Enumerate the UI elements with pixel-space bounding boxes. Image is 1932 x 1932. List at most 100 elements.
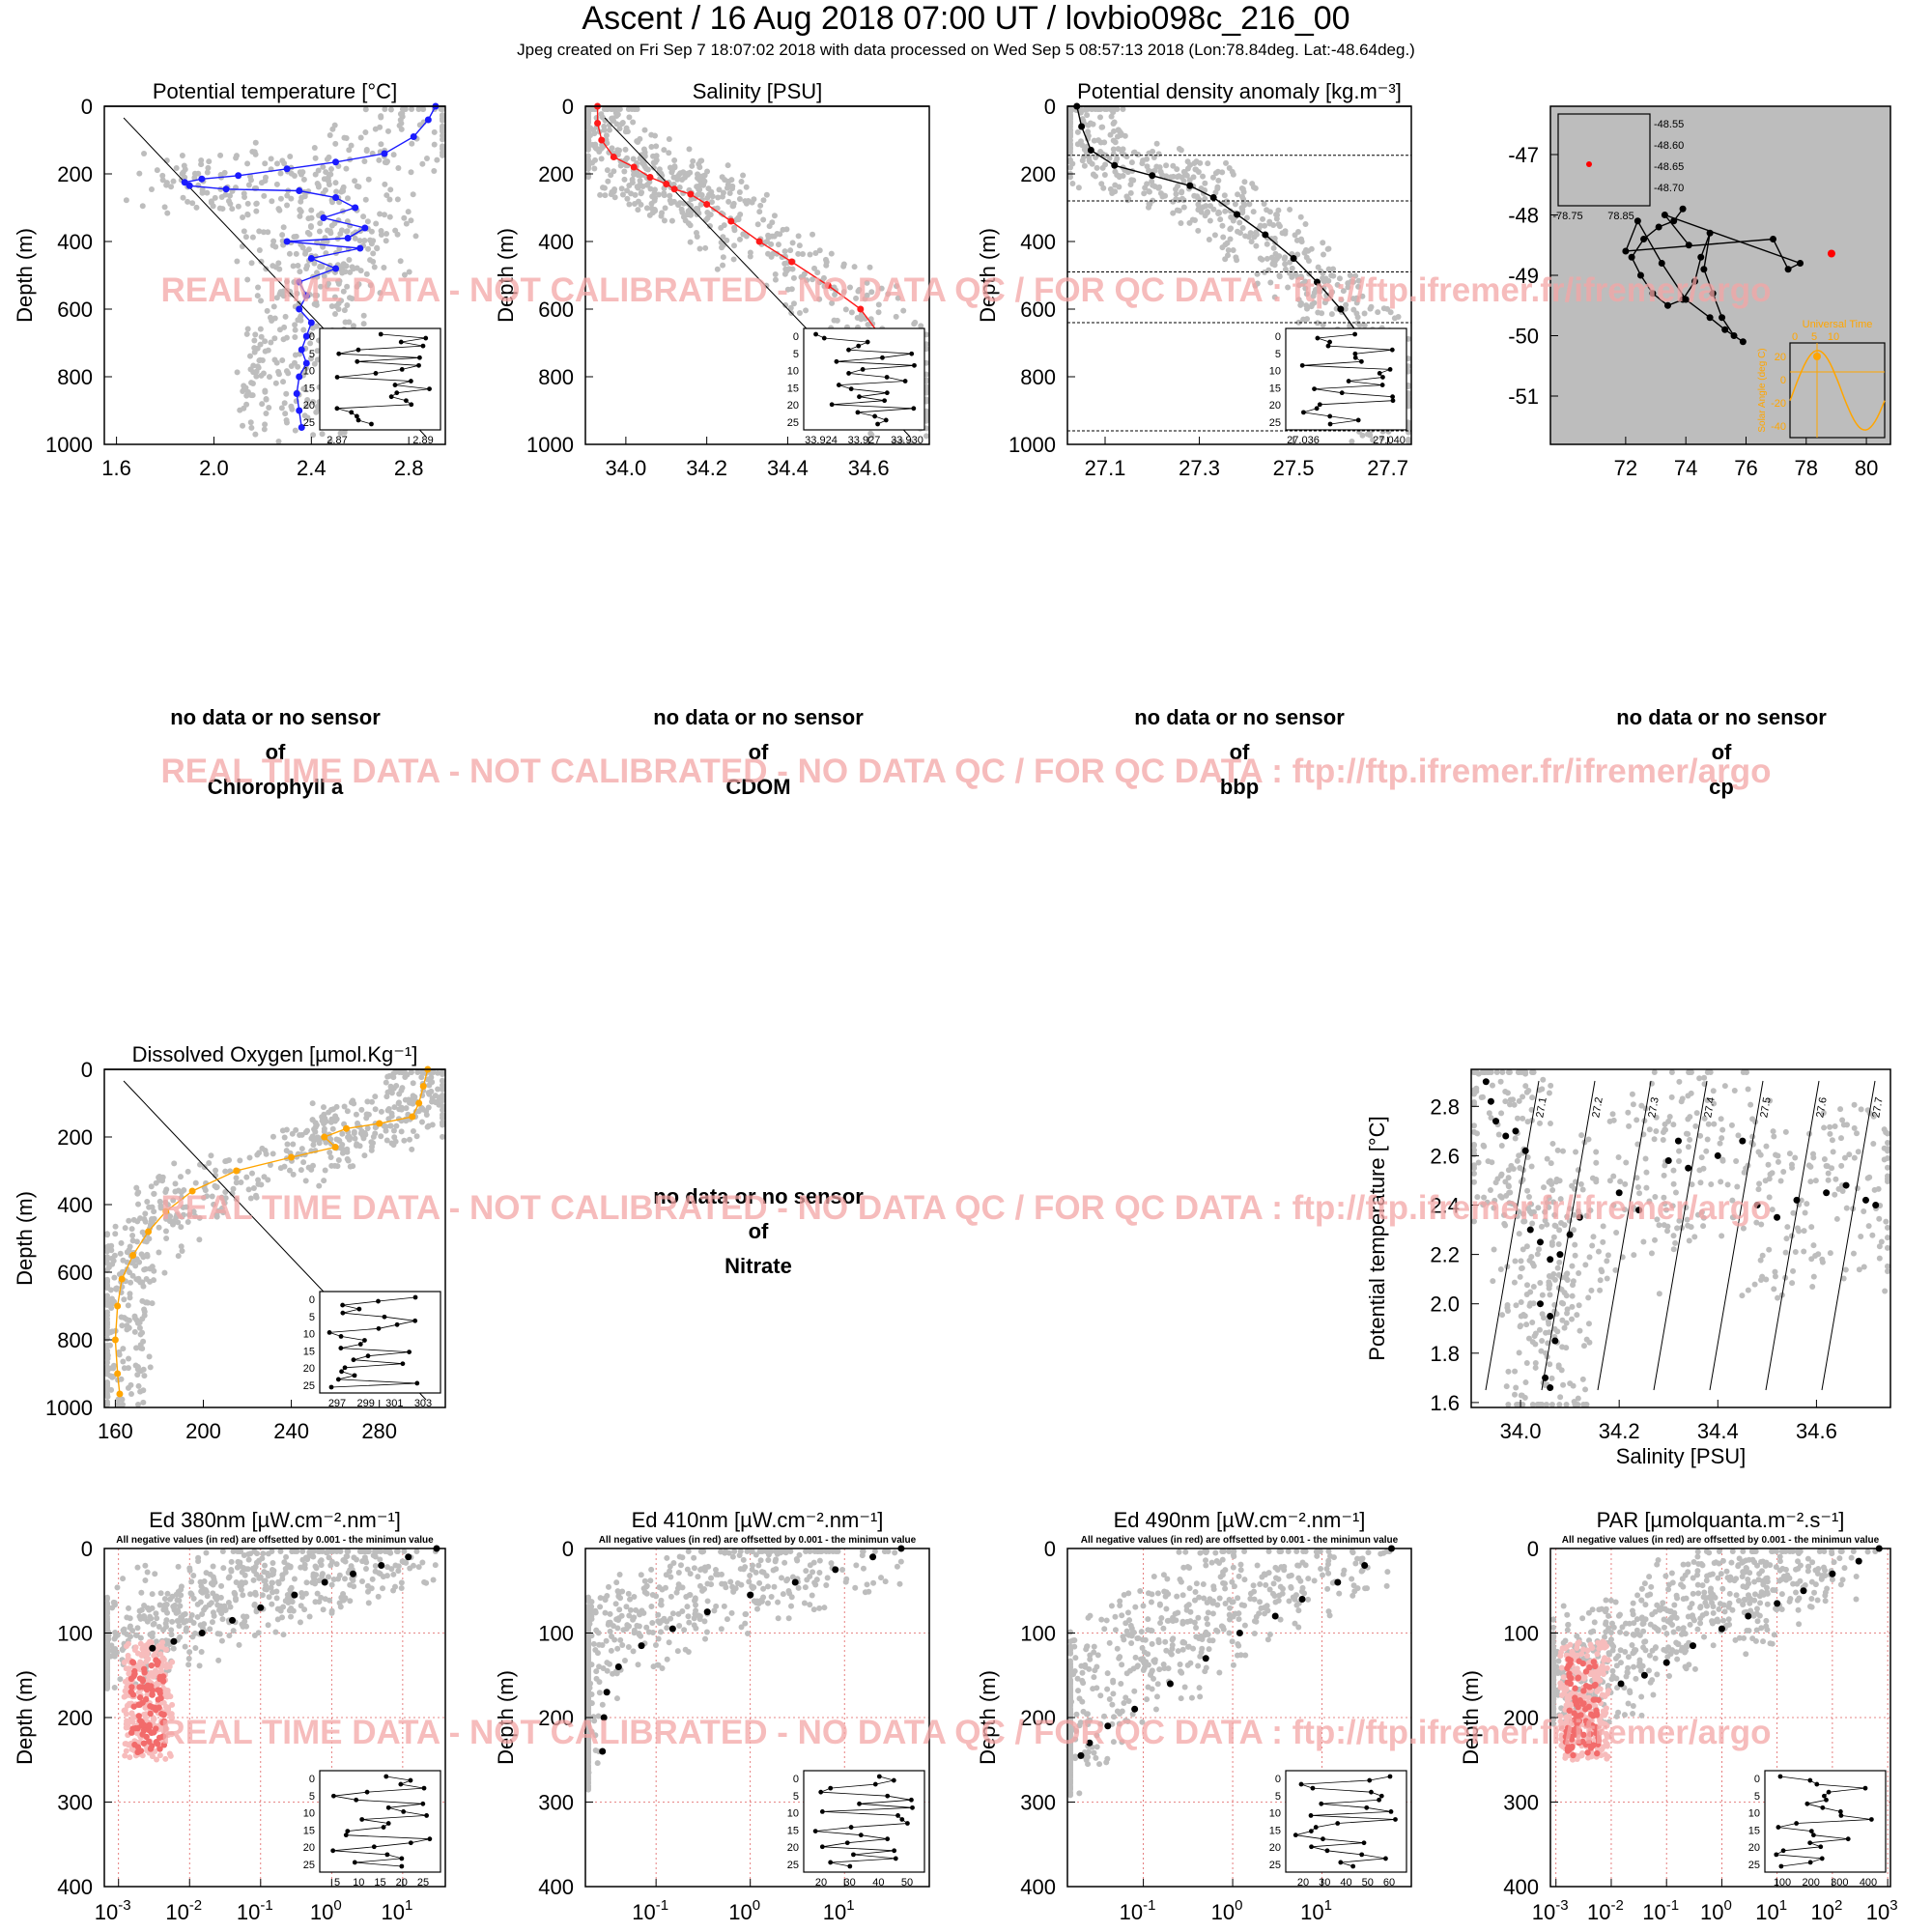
history-point xyxy=(655,1611,662,1618)
history-point xyxy=(606,122,612,128)
history-point xyxy=(219,1548,226,1554)
history-point xyxy=(104,1662,110,1668)
y-tick-label: 2.8 xyxy=(1430,1094,1460,1119)
history-point xyxy=(1178,220,1184,227)
history-point xyxy=(430,1577,437,1583)
history-point xyxy=(1541,1315,1548,1321)
history-point xyxy=(1518,1322,1524,1329)
history-point xyxy=(1676,1148,1683,1154)
history-point xyxy=(788,1603,795,1609)
history-point xyxy=(252,1589,259,1596)
history-point xyxy=(1204,209,1210,215)
history-point xyxy=(397,110,404,117)
history-point xyxy=(648,1566,655,1573)
history-point xyxy=(372,1562,379,1569)
history-point xyxy=(848,309,855,316)
y-tick-label: 100 xyxy=(57,1622,93,1646)
history-point xyxy=(185,1662,192,1668)
inset-y-tick-label: 5 xyxy=(309,1312,315,1323)
y-axis-label: Depth (m) xyxy=(13,228,37,323)
y-tick-label: 400 xyxy=(57,1193,93,1217)
history-point xyxy=(1770,1128,1776,1135)
inset-y-tick-label: 5 xyxy=(309,349,315,360)
history-point xyxy=(141,1373,148,1379)
history-point xyxy=(329,126,336,132)
history-point xyxy=(1112,168,1119,175)
history-point xyxy=(301,250,308,257)
history-point xyxy=(268,339,274,346)
history-point xyxy=(1719,1233,1725,1239)
history-point xyxy=(386,196,393,203)
history-point xyxy=(111,1685,118,1691)
history-point xyxy=(413,1548,420,1554)
history-point xyxy=(1676,1157,1683,1164)
history-point xyxy=(1512,1368,1519,1375)
history-point xyxy=(1685,1130,1691,1137)
history-point xyxy=(1648,1250,1655,1257)
data-point xyxy=(114,1302,122,1310)
history-point xyxy=(1505,1175,1512,1181)
history-point xyxy=(831,317,838,324)
history-point xyxy=(299,1548,306,1554)
history-point xyxy=(608,172,614,179)
history-point xyxy=(1579,1376,1586,1382)
history-point xyxy=(1765,1161,1772,1168)
history-point xyxy=(796,310,803,317)
history-point xyxy=(1176,197,1182,204)
history-point xyxy=(783,226,790,233)
history-point xyxy=(1124,197,1131,204)
history-point xyxy=(273,181,280,187)
history-point xyxy=(1548,1402,1555,1407)
history-point xyxy=(214,1631,221,1637)
history-point xyxy=(148,185,155,192)
history-point xyxy=(384,192,390,199)
history-point xyxy=(1081,162,1088,169)
history-point xyxy=(1528,1163,1535,1170)
history-point xyxy=(763,282,770,289)
history-point xyxy=(1615,1153,1622,1160)
history-point xyxy=(1858,1106,1864,1113)
history-point xyxy=(244,326,251,332)
history-point xyxy=(120,1346,127,1352)
history-point xyxy=(291,1576,298,1582)
negative-point xyxy=(136,1684,143,1690)
history-point xyxy=(262,1562,269,1569)
y-axis-label: Depth (m) xyxy=(13,1670,37,1765)
history-point xyxy=(613,121,620,128)
history-point xyxy=(360,1135,367,1142)
negative-history-point xyxy=(123,1643,129,1650)
history-point xyxy=(141,1266,148,1273)
history-point xyxy=(277,1605,284,1612)
x-tick-label: 1.6 xyxy=(101,456,131,480)
history-point xyxy=(418,1074,425,1081)
y-tick-label: -47 xyxy=(1508,143,1539,167)
history-point xyxy=(253,368,260,375)
history-point xyxy=(313,298,320,305)
history-point xyxy=(1532,1359,1539,1366)
history-point xyxy=(310,1142,317,1149)
y-tick-label: 800 xyxy=(57,365,93,389)
history-point xyxy=(1518,1299,1524,1306)
history-point xyxy=(1885,1267,1890,1274)
history-point xyxy=(255,284,262,291)
history-point xyxy=(736,196,743,203)
negative-point xyxy=(155,1696,161,1703)
history-point xyxy=(230,1628,237,1634)
history-point xyxy=(324,1548,330,1555)
inset-y-tick-label: 10 xyxy=(1269,366,1281,378)
history-point xyxy=(816,296,823,302)
history-point xyxy=(365,176,372,183)
history-point xyxy=(263,396,270,403)
history-point xyxy=(1830,1149,1836,1155)
history-point xyxy=(1668,1094,1675,1100)
history-point xyxy=(208,198,214,205)
history-point xyxy=(359,1577,366,1584)
history-point xyxy=(724,237,730,243)
history-point xyxy=(1823,1163,1830,1170)
history-point xyxy=(162,1228,169,1235)
history-point xyxy=(144,1618,151,1625)
history-point xyxy=(146,1353,153,1360)
history-point xyxy=(1150,148,1156,155)
history-point xyxy=(149,1204,156,1210)
